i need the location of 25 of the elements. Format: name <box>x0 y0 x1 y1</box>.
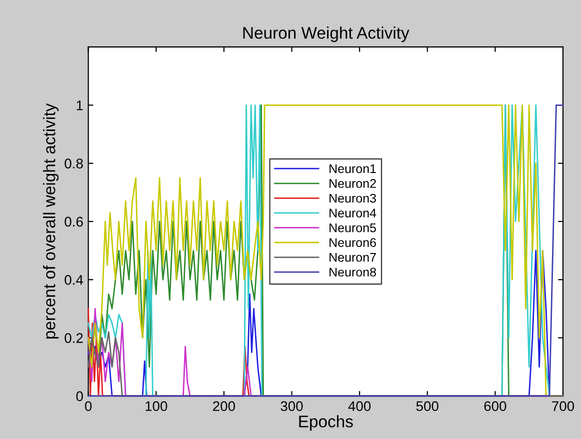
legend-label: Neuron5 <box>330 223 376 232</box>
legend-label: Neuron8 <box>330 268 376 277</box>
x-tick-label: 400 <box>348 401 371 412</box>
legend-label: Neuron4 <box>330 208 376 218</box>
y-tick-label: 0.2 <box>64 333 83 343</box>
x-axis-title: Epochs <box>299 415 353 431</box>
chart-title: Neuron Weight Activity <box>243 26 410 42</box>
legend-label: Neuron3 <box>330 194 376 203</box>
legend-label: Neuron2 <box>330 179 376 188</box>
y-tick-label: 0 <box>76 391 83 402</box>
x-tick-label: 500 <box>416 401 438 412</box>
y-axis-title: percent of overall weight activity <box>43 103 59 339</box>
x-tick-label: 0 <box>84 401 92 412</box>
y-tick-label: 1 <box>76 100 83 110</box>
x-tick-label: 200 <box>213 401 235 412</box>
legend-label: Neuron6 <box>330 238 376 247</box>
x-tick-label: 600 <box>484 401 506 412</box>
y-tick-label: 0.8 <box>64 158 83 168</box>
y-tick-label: 0.4 <box>64 274 84 285</box>
x-tick-label: 100 <box>146 401 168 412</box>
y-tick-label: 0.6 <box>64 216 83 227</box>
legend-label: Neuron7 <box>330 253 376 262</box>
legend-label: Neuron1 <box>330 164 376 174</box>
x-tick-label: 700 <box>552 401 574 412</box>
x-tick-label: 300 <box>280 401 303 412</box>
